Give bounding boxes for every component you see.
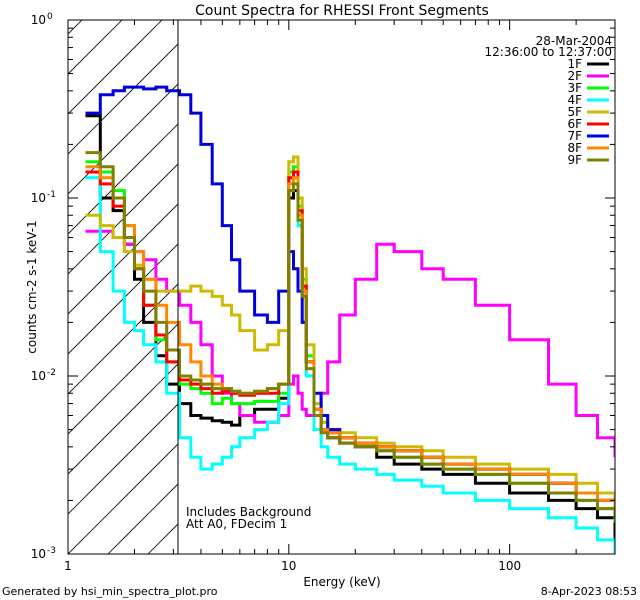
annotation-background: Includes Background — [186, 505, 311, 519]
generated-by-text: Generated by hsi_min_spectra_plot.pro — [2, 585, 218, 598]
y-tick-label: 10 — [31, 369, 46, 383]
excluded-energy-region — [0, 14, 640, 554]
plot-frame — [67, 19, 616, 555]
legend-label-2F: 2F — [567, 69, 582, 83]
annotation-attenuator: Att A0, FDecim 1 — [186, 517, 287, 531]
series-line-1F — [85, 114, 615, 540]
x-tick-labels: 1 10 100 — [64, 559, 521, 573]
x-tick-label: 100 — [498, 559, 521, 573]
hatch-line — [68, 20, 83, 35]
time-range-text: 12:36:00 to 12:37:00 — [485, 45, 612, 59]
hatch-line — [68, 323, 178, 435]
hatch-line — [68, 163, 178, 275]
hatch-line — [68, 83, 178, 195]
hatch-line — [588, 14, 640, 554]
legend-label-8F: 8F — [567, 141, 582, 155]
x-tick-label: 1 — [64, 559, 72, 573]
y-axis-label: counts cm-2 s-1 keV-1 — [25, 220, 39, 353]
series-line-9F — [85, 151, 615, 518]
x-tick-label: 10 — [281, 559, 296, 573]
hatch-line — [0, 14, 48, 554]
legend-label-6F: 6F — [567, 117, 582, 131]
series-line-5F — [85, 155, 615, 501]
chart-title: Count Spectra for RHESSI Front Segments — [195, 3, 489, 19]
hatch-line — [68, 20, 163, 115]
date-text: 28-Mar-2004 — [536, 34, 612, 48]
series-line-2F — [85, 229, 615, 458]
hatch-line — [0, 14, 8, 554]
hatch-line — [68, 203, 178, 315]
footer-date-text: 8-Apr-2023 08:53 — [541, 585, 637, 598]
y-tick-label: 10 — [31, 13, 46, 27]
y-tick-exponent: -3 — [47, 546, 56, 556]
hatch-line — [68, 403, 178, 515]
series-lines — [85, 85, 615, 554]
hatch-line — [628, 14, 640, 554]
series-line-7F — [85, 85, 615, 509]
legend-label-4F: 4F — [567, 93, 582, 107]
axis-ticks — [67, 20, 616, 555]
x-axis-label: Energy (keV) — [303, 575, 380, 589]
legend-label-9F: 9F — [567, 153, 582, 167]
legend-label-5F: 5F — [567, 105, 582, 119]
hatch-line — [68, 243, 178, 355]
legend-label-3F: 3F — [567, 81, 582, 95]
hatch-line — [68, 363, 178, 475]
legend-label-7F: 7F — [567, 129, 582, 143]
y-tick-exponent: 0 — [47, 12, 53, 22]
legend-label-1F: 1F — [567, 57, 582, 71]
y-tick-exponent: -2 — [47, 368, 56, 378]
hatch-line — [68, 43, 178, 155]
y-tick-exponent: -1 — [47, 190, 56, 200]
hatch-line — [68, 443, 178, 554]
y-tick-label: 10 — [31, 191, 46, 205]
y-tick-label: 10 — [31, 547, 46, 561]
